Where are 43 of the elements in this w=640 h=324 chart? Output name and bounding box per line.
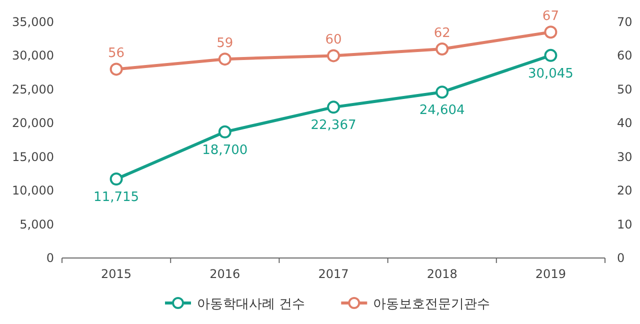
y2-tick-label: 50: [617, 82, 632, 96]
point: [218, 52, 232, 66]
y2-tick-label: 10: [617, 217, 632, 232]
y-tick-label: 35,000: [12, 15, 54, 29]
y-tick-label: 25,000: [12, 82, 54, 96]
point: [327, 100, 340, 114]
data-label: 30,045: [528, 66, 574, 82]
point: [110, 172, 123, 186]
y2-tick-label: 70: [617, 15, 632, 29]
legend-label: 아동학대사례 건수: [197, 297, 306, 312]
y-tick-label: 5,000: [20, 217, 54, 232]
data-label: 67: [542, 9, 559, 24]
data-label: 22,367: [310, 118, 356, 134]
data-label: 56: [108, 46, 125, 62]
point: [544, 26, 558, 39]
y2-tick-label: 30: [617, 150, 632, 164]
x-tick-label: 2019: [535, 267, 566, 281]
x-tick-label: 2017: [318, 267, 349, 281]
y2-tick-label: 60: [617, 48, 632, 63]
point: [436, 42, 449, 56]
point: [110, 62, 123, 76]
y2-tick-label: 40: [617, 116, 632, 130]
y-tick-label: 20,000: [12, 116, 54, 130]
x-tick-label: 2015: [101, 267, 132, 281]
x-tick-label: 2018: [426, 267, 458, 281]
data-label: 11,715: [94, 190, 140, 206]
legend-label: 아동보호전문기관수: [373, 297, 490, 312]
y-tick-label: 0: [46, 251, 54, 265]
y-tick-label: 15,000: [12, 150, 54, 164]
y-tick-label: 30,000: [12, 48, 54, 63]
data-label: 60: [325, 32, 342, 48]
y2-tick-label: 0: [617, 251, 625, 265]
point: [544, 48, 558, 62]
point: [327, 49, 340, 62]
point: [436, 86, 449, 99]
y2-tick-label: 20: [617, 184, 632, 198]
data-label: 59: [216, 36, 234, 52]
y-tick-label: 10,000: [12, 184, 54, 198]
point: [218, 125, 232, 138]
data-label: 18,700: [202, 142, 248, 158]
data-label: 24,604: [419, 103, 465, 118]
data-label: 62: [434, 26, 450, 41]
x-tick-label: 2016: [210, 267, 240, 281]
